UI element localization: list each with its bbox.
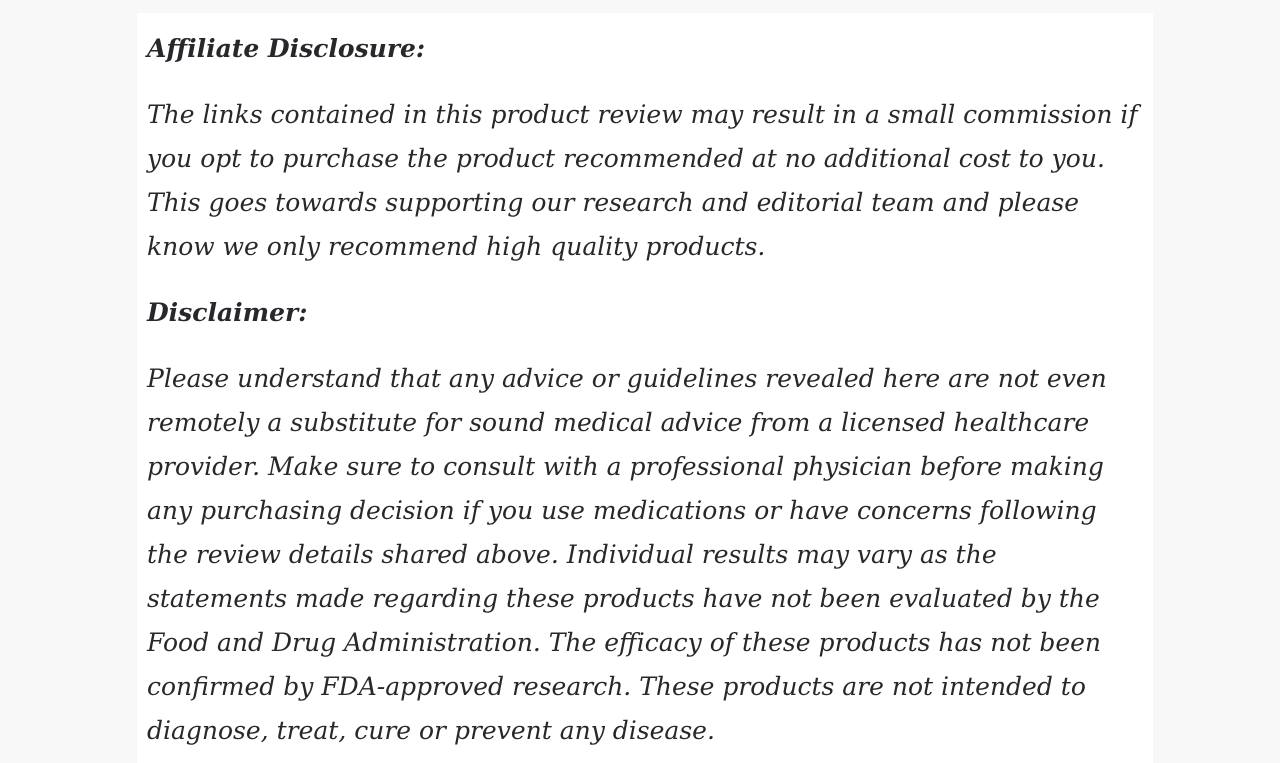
affiliate-disclosure-section: Affiliate Disclosure: The links containe… <box>147 27 1143 269</box>
disclaimer-section: Disclaimer: Please understand that any a… <box>147 291 1143 753</box>
article-content-card: Affiliate Disclosure: The links containe… <box>137 13 1153 763</box>
disclaimer-paragraph: Please understand that any advice or gui… <box>147 364 1107 745</box>
affiliate-disclosure-heading: Affiliate Disclosure: <box>147 34 426 63</box>
affiliate-disclosure-paragraph: The links contained in this product revi… <box>147 100 1138 261</box>
disclaimer-heading: Disclaimer: <box>147 298 308 327</box>
